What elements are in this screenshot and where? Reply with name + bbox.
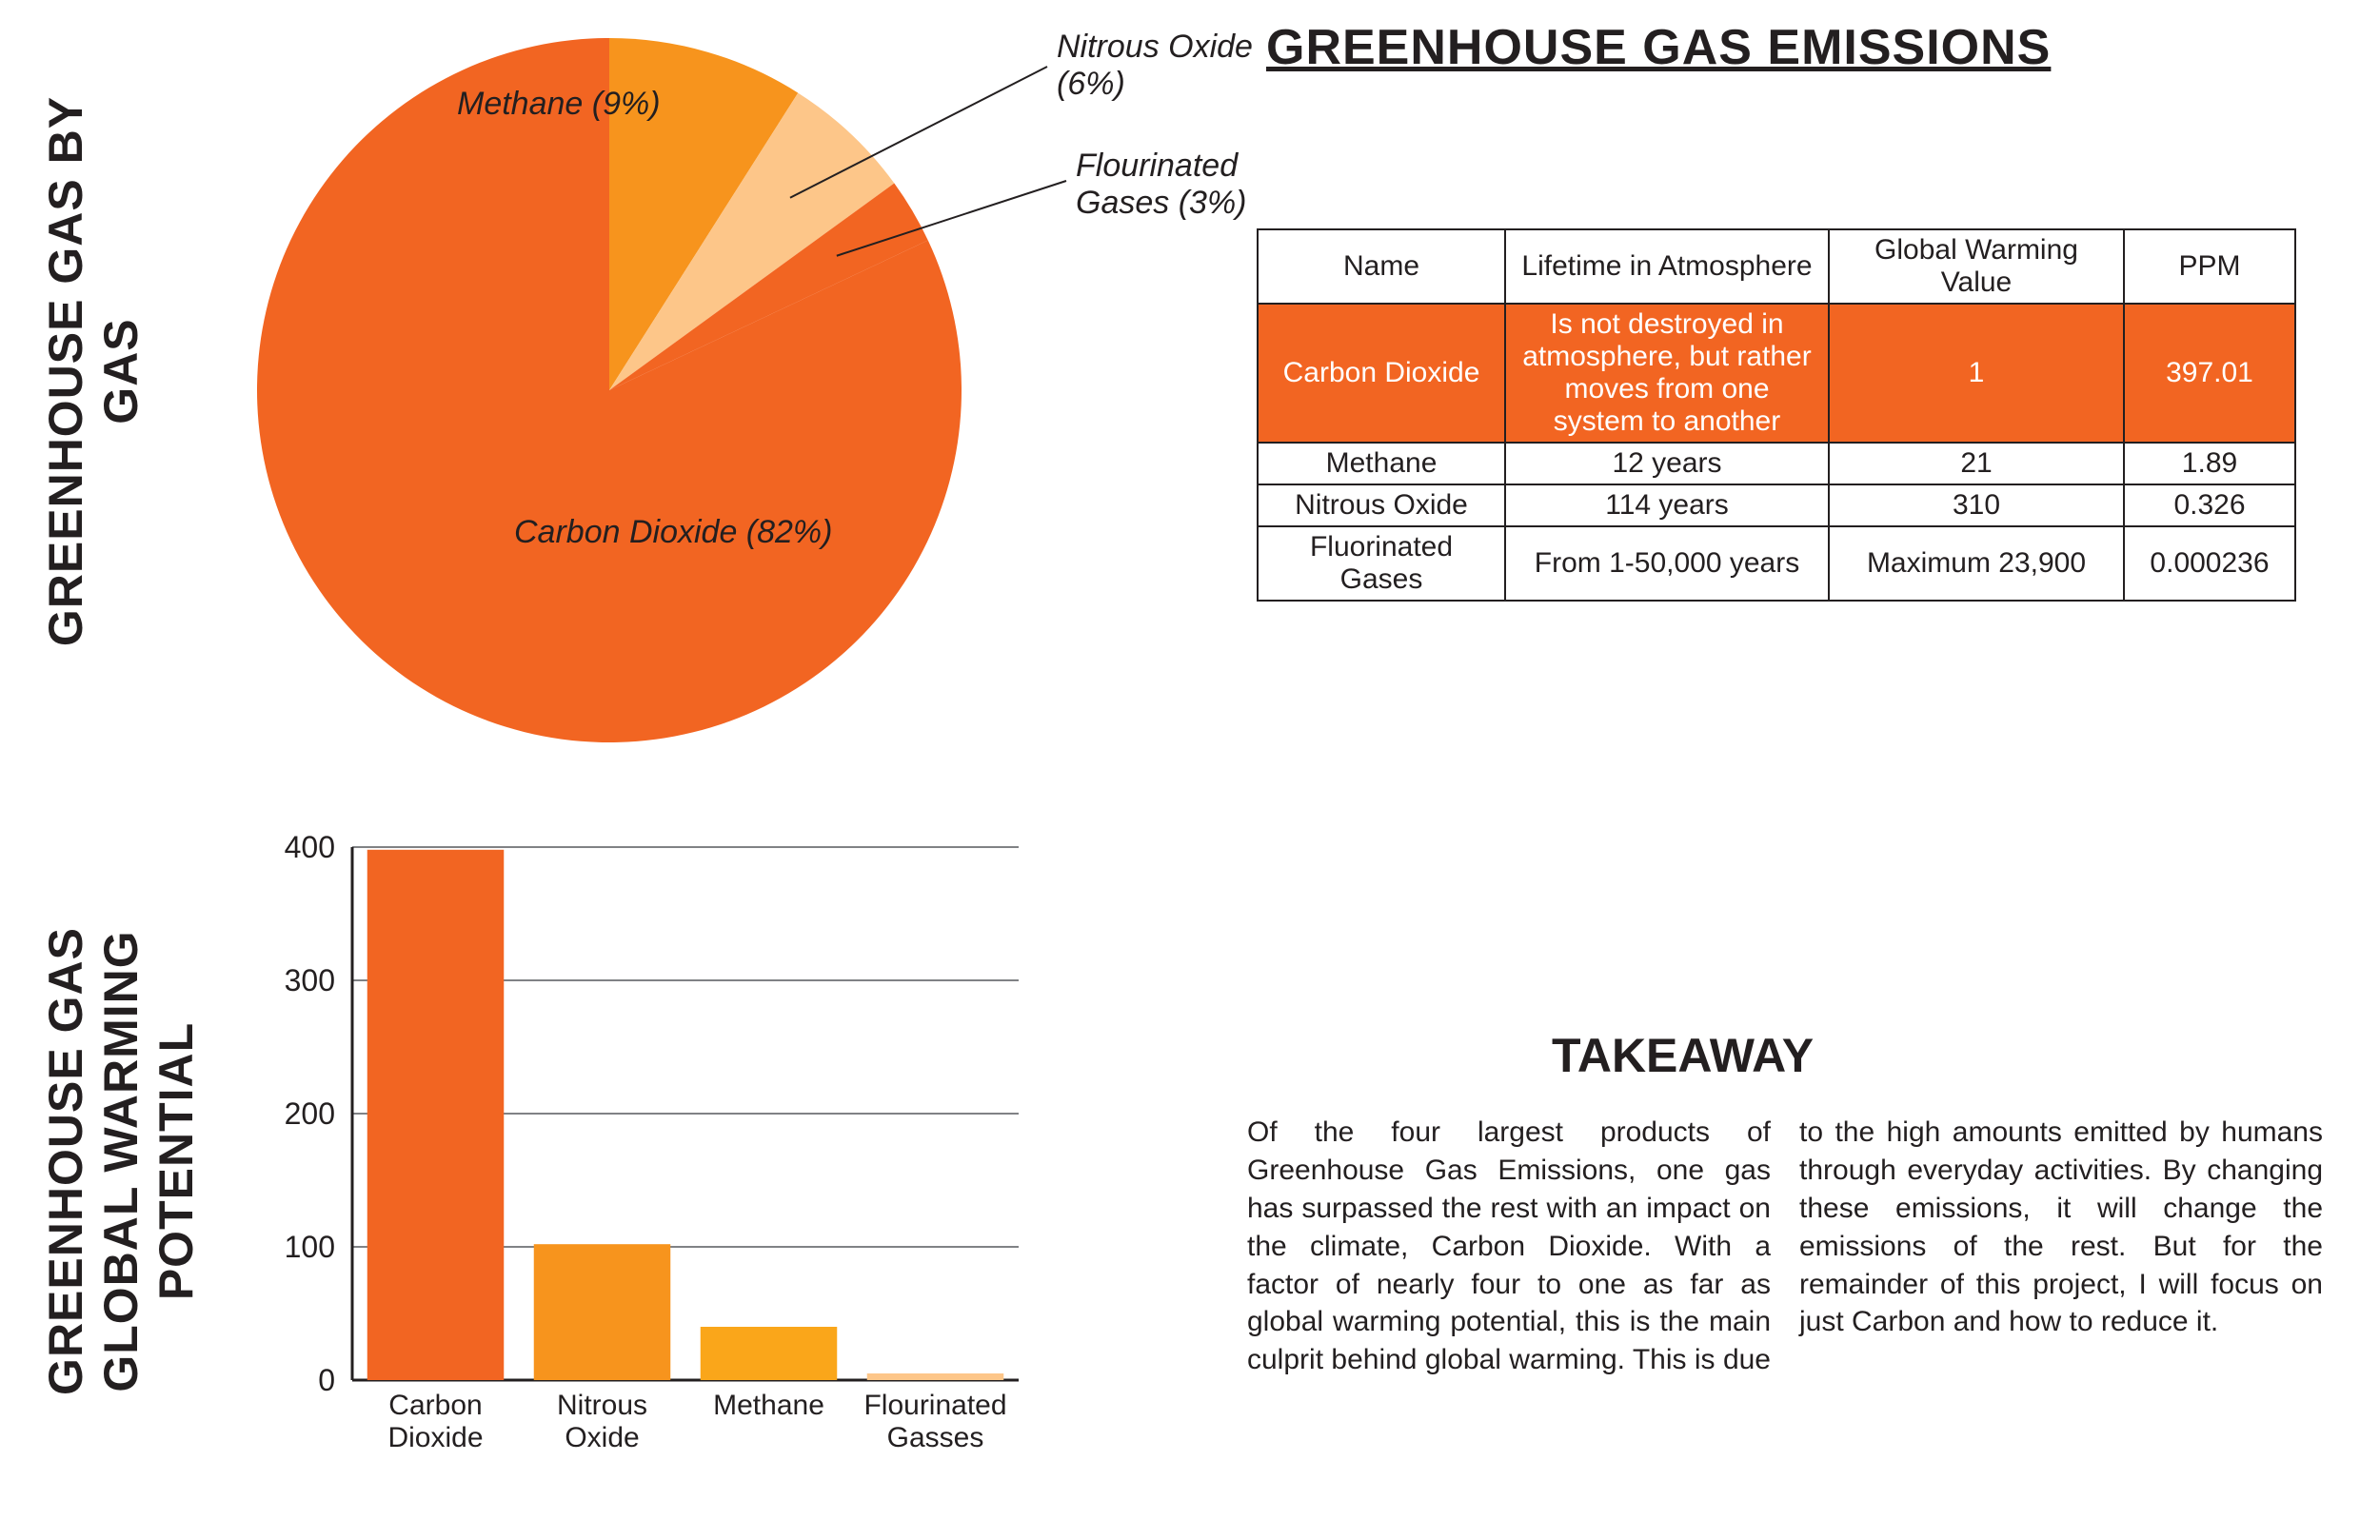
table-row: Carbon DioxideIs not destroyed in atmosp…: [1258, 304, 2295, 443]
pie-slice-label: Flourinated Gases (3%): [1076, 148, 1247, 222]
table-row: Nitrous Oxide114 years3100.326: [1258, 484, 2295, 526]
svg-text:0: 0: [318, 1363, 335, 1397]
svg-text:200: 200: [285, 1096, 335, 1131]
takeaway-title: TAKEAWAY: [1552, 1028, 1814, 1083]
svg-text:Oxide: Oxide: [565, 1422, 639, 1453]
table-header-cell: Lifetime in Atmosphere: [1505, 229, 1829, 304]
table-header-cell: PPM: [2124, 229, 2295, 304]
takeaway-body: Of the four largest products of Greenhou…: [1247, 1114, 2323, 1379]
table-row: Methane12 years211.89: [1258, 443, 2295, 484]
bar-chart: 0 100 200 300 400 CarbonDioxide NitrousOxide Me…: [248, 828, 1047, 1494]
table-row: Fluorinated GasesFrom 1-50,000 yearsMaxi…: [1258, 526, 2295, 601]
pie-chart: Methane (9%)Carbon Dioxide (82%) Nitrous…: [171, 10, 1123, 761]
table-header-cell: Global Warming Value: [1829, 229, 2124, 304]
svg-text:Methane: Methane: [713, 1390, 824, 1421]
pie-slice-label: Nitrous Oxide (6%): [1057, 29, 1253, 103]
svg-text:Dioxide: Dioxide: [387, 1422, 483, 1453]
svg-text:Flourinated: Flourinated: [863, 1390, 1006, 1421]
pie-slice-label: Carbon Dioxide (82%): [514, 514, 833, 551]
svg-text:300: 300: [285, 963, 335, 997]
svg-text:Carbon: Carbon: [388, 1390, 482, 1421]
svg-text:Gasses: Gasses: [887, 1422, 984, 1453]
section-label-bar: GREENHOUSE GAS GLOBAL WARMING POTENTIAL: [38, 819, 204, 1504]
table-header-cell: Name: [1258, 229, 1505, 304]
svg-text:400: 400: [285, 830, 335, 864]
section-label-pie: GREENHOUSE GAS BY GAS: [38, 10, 149, 733]
emissions-table: NameLifetime in AtmosphereGlobal Warming…: [1257, 228, 2296, 602]
page-title: GREENHOUSE GAS EMISSIONS: [1266, 19, 2051, 76]
pie-slice-label: Methane (9%): [457, 86, 661, 123]
svg-text:100: 100: [285, 1230, 335, 1264]
svg-text:Nitrous: Nitrous: [557, 1390, 647, 1421]
